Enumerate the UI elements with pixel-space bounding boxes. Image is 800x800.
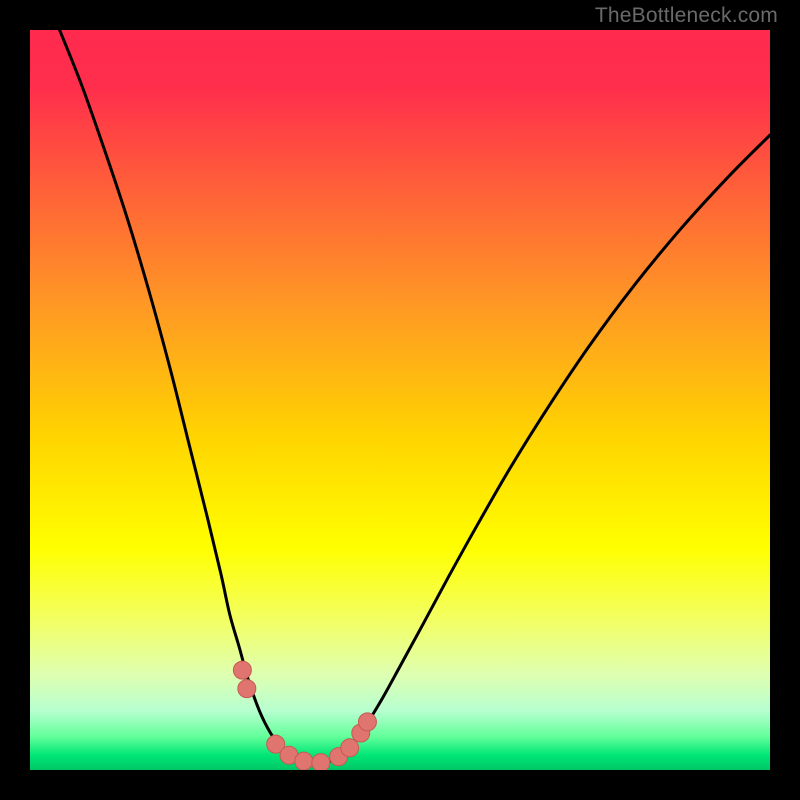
curve-marker xyxy=(341,739,359,757)
curve-marker xyxy=(238,680,256,698)
chart-plot-area xyxy=(30,30,770,770)
curve-marker xyxy=(358,713,376,731)
chart-curve-layer xyxy=(30,30,770,770)
curve-marker xyxy=(295,752,313,770)
watermark-text: TheBottleneck.com xyxy=(595,4,778,28)
curve-marker xyxy=(312,754,330,770)
bottleneck-curve xyxy=(60,30,770,764)
curve-marker xyxy=(233,661,251,679)
curve-markers xyxy=(233,661,376,770)
